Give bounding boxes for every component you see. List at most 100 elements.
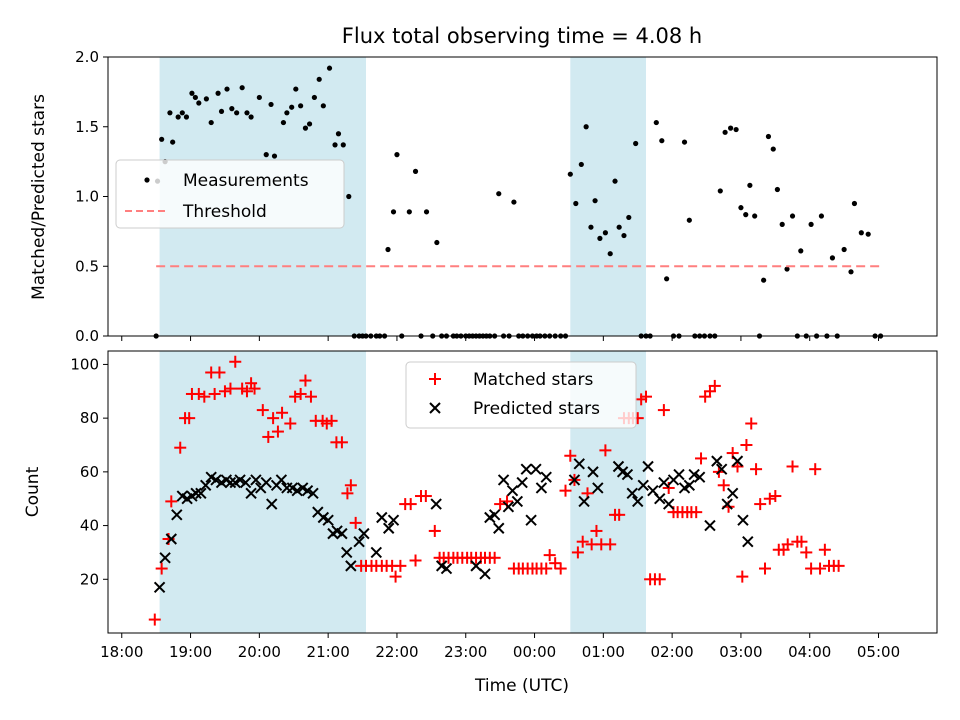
x-tick-label: 20:00 <box>238 643 281 661</box>
predicted-point <box>506 484 519 497</box>
matched-point <box>769 490 782 503</box>
bottom-y-tick-label: 40 <box>80 517 99 535</box>
predicted-point <box>737 514 749 526</box>
predicted-point <box>224 476 237 489</box>
matched-point <box>781 538 794 551</box>
predicted-point <box>387 514 400 526</box>
measurement-point <box>633 140 639 147</box>
measurement-point <box>784 266 790 272</box>
predicted-point <box>642 460 654 473</box>
matched-point <box>183 412 196 425</box>
matched-point <box>325 414 338 427</box>
top-ylabel: Matched/Predicted stars <box>29 94 49 300</box>
measurement-point <box>289 104 295 110</box>
measurement-point <box>664 276 670 282</box>
bottom-y-tick-label: 100 <box>70 355 99 373</box>
bottom-axis-ticks: 18:00 19:00 20:00 21:00 22:00 23:00 00:00 01:00… <box>70 355 900 661</box>
predicted-point <box>171 509 183 521</box>
matched-point <box>394 559 407 572</box>
measurement-point <box>597 235 603 241</box>
measurement-point <box>761 277 767 283</box>
predicted-point <box>525 514 537 526</box>
matched-point <box>604 538 617 551</box>
matched-point <box>800 546 813 559</box>
matched-point <box>736 570 749 583</box>
legend-matched: Matched stars <box>473 370 593 390</box>
measurement-point <box>798 248 804 254</box>
predicted-point <box>165 533 178 545</box>
measurement-point <box>280 119 287 126</box>
predicted-point <box>726 487 739 500</box>
top-legend-box <box>115 159 345 229</box>
measurement-point <box>583 124 589 130</box>
predicted-point <box>637 479 649 491</box>
measurement-point <box>592 198 598 204</box>
matched-point <box>786 460 799 473</box>
measurement-point <box>340 142 346 148</box>
matched-point <box>832 559 845 572</box>
predicted-point <box>683 479 696 491</box>
matched-point <box>695 452 708 465</box>
matched-point <box>750 463 763 476</box>
x-axis-label: Time (UTC) <box>474 676 569 696</box>
matched-point <box>419 490 432 503</box>
predicted-point <box>358 527 370 540</box>
measurement-point <box>567 171 573 177</box>
predicted-point <box>658 476 670 489</box>
matched-legend-marker <box>429 373 441 385</box>
predicted-point <box>688 468 700 481</box>
predicted-point <box>721 498 733 510</box>
predicted-point <box>345 560 357 572</box>
measurement-point <box>189 90 195 96</box>
matched-point <box>795 535 808 548</box>
matched-point <box>248 382 261 395</box>
predicted-point <box>654 493 666 505</box>
matched-point <box>613 508 626 521</box>
matched-point <box>304 390 317 403</box>
measurement-point <box>175 114 181 120</box>
predicted-point <box>307 487 319 500</box>
measurement-point <box>743 212 749 218</box>
predicted-point <box>704 519 716 532</box>
matched-point <box>289 390 302 403</box>
predicted-point <box>291 484 303 497</box>
measurement-point <box>385 246 391 253</box>
measurement-point <box>302 125 309 131</box>
bottom-y-tick-label: 80 <box>80 409 99 427</box>
measurement-point <box>406 209 412 215</box>
matched-point <box>571 546 584 559</box>
x-tick-label: 21:00 <box>307 643 350 661</box>
predicted-point <box>195 487 207 500</box>
measurement-point <box>686 217 692 223</box>
predicted-point <box>573 458 585 470</box>
predicted-point <box>568 474 581 486</box>
measurement-point <box>779 221 785 227</box>
matched-point <box>657 404 670 417</box>
measurement-point <box>234 110 240 116</box>
matched-point <box>428 524 441 537</box>
measurement-point <box>390 209 397 215</box>
measurement-point <box>829 255 836 261</box>
top-shade-band <box>570 57 646 336</box>
top-y-tick-label: 0.5 <box>75 257 99 275</box>
measurement-point <box>316 76 322 82</box>
measurement-point <box>765 133 772 140</box>
x-tick-label: 00:00 <box>513 643 556 661</box>
predicted-point <box>470 560 482 572</box>
predicted-point <box>632 495 644 508</box>
predicted-point <box>239 476 252 489</box>
measurement-point <box>335 131 342 137</box>
matched-point <box>690 506 703 519</box>
predicted-point <box>301 484 314 497</box>
predicted-point <box>530 463 542 475</box>
matched-point <box>708 379 721 392</box>
measurement-point <box>511 199 517 205</box>
predicted-point <box>693 471 706 483</box>
x-tick-label: 01:00 <box>582 643 625 661</box>
top-y-tick-label: 0.0 <box>75 327 99 345</box>
measurement-point <box>747 182 753 188</box>
measurement-point <box>626 214 632 221</box>
matched-point <box>564 449 577 462</box>
measurement-point <box>733 126 739 133</box>
matched-point <box>256 404 269 417</box>
